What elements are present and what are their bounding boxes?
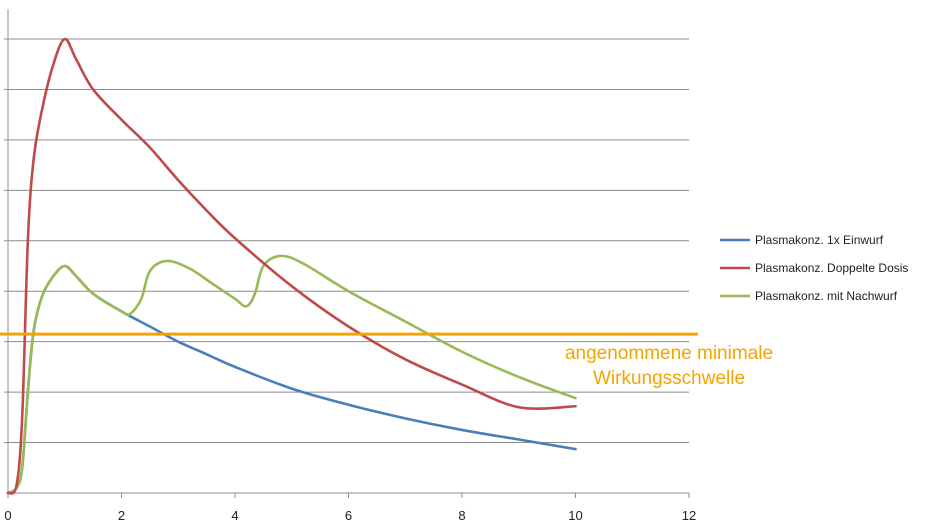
x-tick-label: 6 [345, 508, 352, 523]
x-tick-label: 4 [231, 508, 238, 523]
threshold-label-line2: Wirkungsschwelle [593, 368, 745, 389]
x-tick-label: 8 [458, 508, 465, 523]
legend-label-2: Plasmakonz. Doppelte Dosis [755, 261, 908, 275]
legend-label-3: Plasmakonz. mit Nachwurf [755, 289, 898, 303]
threshold-layer: angenommene minimale Wirkungsschwelle [0, 332, 773, 389]
legend: Plasmakonz. 1x Einwurf Plasmakonz. Doppel… [720, 233, 908, 303]
axes: 0 2 4 6 8 10 12 [4, 9, 696, 523]
x-tick-label: 12 [682, 508, 696, 523]
series-line-3 [6, 254, 577, 495]
x-tick-label: 0 [4, 508, 11, 523]
threshold-label-line1: angenommene minimale [565, 343, 773, 364]
legend-label-1: Plasmakonz. 1x Einwurf [755, 233, 884, 247]
x-tick-label: 10 [568, 508, 582, 523]
series-layer [6, 37, 577, 495]
x-tick-label: 2 [118, 508, 125, 523]
gridlines [8, 38, 689, 444]
series-line-1 [6, 264, 577, 495]
series-line-2 [6, 37, 577, 495]
